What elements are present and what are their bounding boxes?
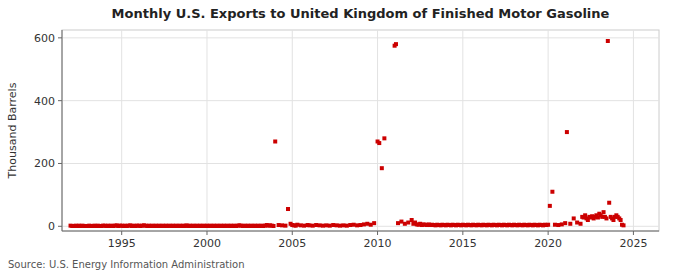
grid — [62, 30, 659, 231]
point — [283, 224, 287, 228]
point — [331, 223, 335, 227]
point — [548, 204, 552, 208]
x-tick-label: 2025 — [619, 237, 647, 250]
point — [341, 223, 345, 227]
y-axis — [62, 30, 63, 231]
points — [69, 39, 626, 228]
x-grid-line — [633, 30, 634, 231]
point — [396, 221, 400, 225]
y-grid-line — [62, 100, 659, 101]
point — [410, 218, 414, 222]
point — [372, 221, 376, 225]
x-tick-label: 1995 — [108, 237, 136, 250]
chart: 1995 2000 2005 2010 2015 2020 2025 0 200 400 600 Mo… — [0, 0, 675, 275]
plot-area — [62, 30, 659, 231]
point — [359, 223, 363, 227]
point — [546, 223, 550, 227]
x-tick-label: 2020 — [534, 237, 562, 250]
x-tick — [121, 231, 122, 235]
point — [318, 223, 322, 227]
point — [394, 42, 398, 46]
x-grid-line — [121, 30, 122, 231]
x-tick — [206, 231, 207, 235]
point — [352, 223, 356, 227]
point — [335, 223, 339, 227]
point — [380, 166, 384, 170]
point — [362, 222, 366, 226]
x-grid-line — [377, 30, 378, 231]
x-grid-line — [206, 30, 207, 231]
point — [377, 141, 381, 145]
title: Monthly U.S. Exports to United Kingdom o… — [112, 6, 610, 21]
point — [273, 139, 277, 143]
point — [560, 222, 564, 226]
x-tick — [633, 231, 634, 235]
x-grid-line — [462, 30, 463, 231]
point — [568, 222, 572, 226]
point — [572, 216, 576, 220]
y-tick-label: 400 — [34, 95, 55, 108]
x-tick — [548, 231, 549, 235]
x-tick-label: 2005 — [278, 237, 306, 250]
point — [314, 223, 318, 227]
point — [338, 224, 342, 228]
x-axis — [62, 231, 659, 232]
point — [602, 210, 606, 214]
point — [277, 223, 281, 227]
point — [302, 224, 306, 228]
point — [575, 221, 579, 225]
point — [607, 201, 611, 205]
y-tick-label: 200 — [34, 157, 55, 170]
y-tick-label: 0 — [48, 220, 55, 233]
point — [553, 223, 557, 227]
y-axis-label: Thousand Barrels — [6, 82, 19, 179]
y-tick-label: 600 — [34, 32, 55, 45]
point — [345, 224, 349, 228]
y-tick — [58, 163, 62, 164]
point — [406, 221, 410, 225]
point — [563, 221, 567, 225]
point — [604, 216, 608, 220]
point — [579, 222, 583, 226]
point — [622, 223, 626, 227]
point — [365, 222, 369, 226]
y-grid-line — [62, 37, 659, 38]
x-grid-line — [548, 30, 549, 231]
point — [369, 223, 373, 227]
x-tick — [377, 231, 378, 235]
y-grid-line — [62, 163, 659, 164]
point — [556, 223, 560, 227]
x-tick-label: 2010 — [364, 237, 392, 250]
point — [550, 190, 554, 194]
point — [355, 223, 359, 227]
point — [307, 223, 311, 227]
point — [619, 218, 623, 222]
y-tick — [58, 37, 62, 38]
point — [399, 220, 403, 224]
x-tick-label: 2015 — [449, 237, 477, 250]
point — [295, 223, 299, 227]
x-tick-label: 2000 — [193, 237, 221, 250]
source: Source: U.S. Energy Information Administ… — [8, 259, 245, 270]
point — [324, 223, 328, 227]
y-tick — [58, 100, 62, 101]
point — [382, 136, 386, 140]
point — [299, 223, 303, 227]
x-tick — [462, 231, 463, 235]
point — [403, 222, 407, 226]
x-grid-line — [292, 30, 293, 231]
y-tick — [58, 226, 62, 227]
point — [280, 223, 284, 227]
point — [311, 224, 315, 228]
point — [328, 224, 332, 228]
point — [606, 39, 610, 43]
point — [565, 130, 569, 134]
x-tick — [292, 231, 293, 235]
point — [321, 224, 325, 228]
point — [286, 207, 290, 211]
point — [272, 224, 276, 228]
point — [348, 223, 352, 227]
